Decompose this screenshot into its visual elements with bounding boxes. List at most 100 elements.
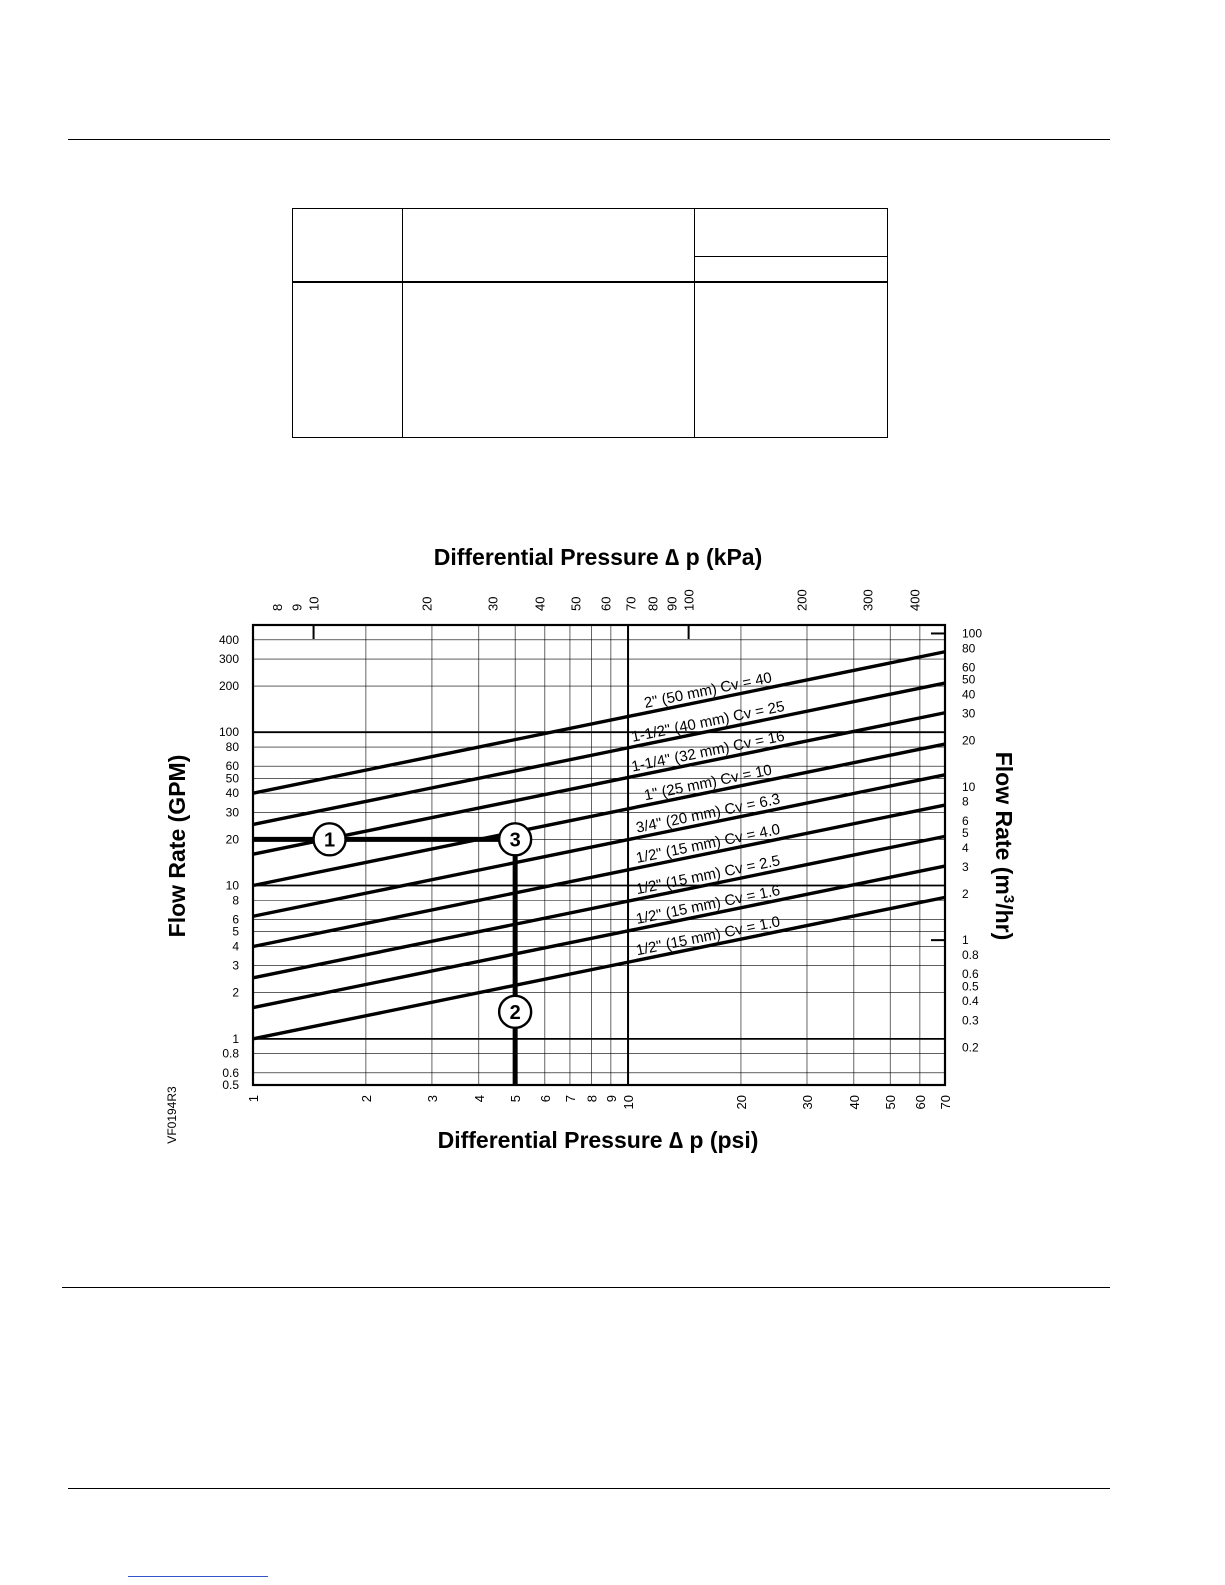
y-tick-label: 0.5	[222, 1078, 239, 1092]
example-marker-label: 2	[510, 1002, 521, 1024]
top-tick-label: 9	[289, 604, 304, 611]
table-col-divider-1	[402, 209, 403, 437]
x-tick-label: 4	[472, 1095, 487, 1102]
y-tick-label: 1	[232, 1032, 239, 1046]
top-tick-label: 8	[270, 604, 285, 611]
top-tick-label: 10	[307, 597, 322, 611]
x-tick-label: 20	[734, 1095, 749, 1109]
right-tick-label: 4	[962, 841, 969, 855]
x-tick-label: 70	[938, 1095, 953, 1109]
y-tick-label: 8	[232, 893, 239, 907]
right-tick-label: 50	[962, 673, 976, 687]
x-tick-label: 50	[883, 1095, 898, 1109]
x-tick-label: 9	[604, 1095, 619, 1102]
x-tick-label: 60	[913, 1095, 928, 1109]
top-tick-label: 60	[598, 597, 613, 611]
right-tick-label: 10	[962, 780, 976, 794]
x-tick-label: 7	[563, 1095, 578, 1102]
section-divider-rule	[62, 1287, 1110, 1288]
right-tick-label: 20	[962, 734, 976, 748]
series-line	[252, 895, 946, 1041]
footer-link-underline[interactable]	[128, 1576, 268, 1577]
right-tick-label: 5	[962, 826, 969, 840]
right-tick-label: 0.8	[962, 948, 979, 962]
table-sub-header-line	[694, 256, 887, 257]
right-tick-label: 0.2	[962, 1040, 979, 1054]
y-axis-label-left: Flow Rate (GPM)	[164, 755, 190, 938]
chart-example: 1 3 2	[253, 822, 533, 1085]
right-tick-label: 2	[962, 887, 969, 901]
table-header-line	[293, 281, 887, 283]
y-tick-label: 40	[226, 786, 240, 800]
header-table	[292, 208, 888, 438]
y-axis-label-right-prefix: Flow Rate (m	[991, 752, 1017, 895]
x-tick-label: 3	[425, 1095, 440, 1102]
y-axis-label-right-suffix: /hr)	[991, 903, 1017, 940]
y-tick-label: 200	[219, 679, 239, 693]
x-tick-label: 2	[359, 1095, 374, 1102]
series-line	[252, 742, 946, 888]
series-line	[252, 681, 946, 827]
chart-series	[252, 650, 946, 1041]
example-marker-label: 3	[510, 829, 521, 851]
right-tick-label: 0.4	[962, 994, 979, 1008]
x-axis-label: Differential Pressure ∆ p (psi)	[438, 1127, 759, 1153]
right-tick-label: 1	[962, 933, 969, 947]
top-tick-label: 50	[569, 597, 584, 611]
series-line	[252, 773, 946, 918]
x-tick-label: 10	[621, 1095, 636, 1109]
top-tick-label: 30	[486, 597, 501, 611]
top-tick-label: 80	[645, 597, 660, 611]
y-tick-label: 80	[226, 740, 240, 754]
series-line	[252, 803, 946, 949]
right-tick-label: 8	[962, 795, 969, 809]
x-tick-label: 8	[585, 1095, 600, 1102]
x-tick-label: 1	[246, 1095, 261, 1102]
top-tick-label: 40	[532, 597, 547, 611]
series-line	[252, 834, 946, 980]
top-tick-label: 200	[795, 589, 810, 611]
right-tick-label: 40	[962, 687, 976, 701]
y-tick-label: 60	[226, 759, 240, 773]
x-tick-label: 30	[800, 1095, 815, 1109]
example-marker-3	[497, 822, 533, 857]
y-tick-label: 50	[226, 771, 240, 785]
right-tick-label: 0.5	[962, 979, 979, 993]
figure-code: VF0194R3	[165, 1086, 179, 1144]
top-tick-label: 300	[861, 589, 876, 611]
top-header-rule	[68, 139, 1110, 140]
right-tick-label: 100	[962, 626, 982, 640]
right-tick-label: 80	[962, 641, 976, 655]
y-tick-label: 20	[226, 832, 240, 846]
right-tick-label: 0.3	[962, 1013, 979, 1027]
example-marker-1	[312, 822, 347, 857]
y-tick-label: 2	[232, 986, 239, 1000]
y-axis-label-right: Flow Rate (m3/hr)	[991, 752, 1017, 941]
chart-grid	[252, 625, 946, 1086]
top-tick-label: 400	[907, 589, 922, 611]
top-tick-label: 70	[624, 597, 639, 611]
y-tick-label: 10	[226, 879, 240, 893]
example-marker-label: 1	[324, 829, 335, 851]
y-tick-label: 5	[232, 925, 239, 939]
right-tick-label: 60	[962, 660, 976, 674]
chart-title: Differential Pressure ∆ p (kPa)	[434, 544, 763, 570]
series-line	[252, 650, 946, 795]
footer-rule	[68, 1488, 1110, 1489]
example-marker-2	[497, 994, 533, 1030]
x-tick-label: 5	[508, 1095, 523, 1102]
y-tick-label: 100	[219, 725, 239, 739]
right-tick-label: 6	[962, 814, 969, 828]
y-tick-label: 6	[232, 913, 239, 927]
y-tick-label: 30	[226, 805, 240, 819]
x-tick-label: 6	[538, 1095, 553, 1102]
right-tick-label: 0.6	[962, 967, 979, 981]
top-tick-label: 100	[682, 589, 697, 611]
plot-frame	[251, 623, 947, 1087]
top-tick-label: 20	[419, 597, 434, 611]
top-tick-label: 90	[664, 597, 679, 611]
y-tick-label: 0.8	[222, 1047, 239, 1061]
x-tick-label: 40	[847, 1095, 862, 1109]
series-line	[252, 864, 946, 1010]
